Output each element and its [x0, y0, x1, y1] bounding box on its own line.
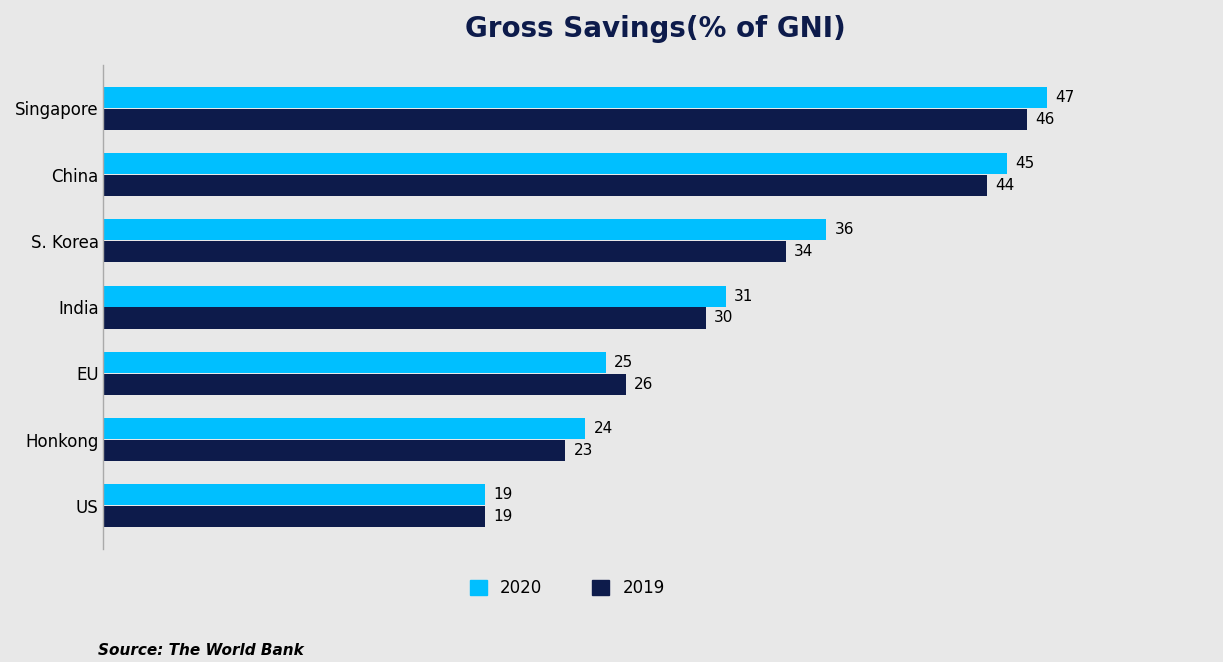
Bar: [104, 175, 987, 196]
Bar: [104, 418, 586, 439]
Text: 36: 36: [834, 222, 854, 238]
Text: 24: 24: [593, 421, 613, 436]
Bar: [104, 153, 1008, 174]
Bar: [104, 485, 486, 506]
Bar: [104, 109, 1027, 130]
Title: Gross Savings(% of GNI): Gross Savings(% of GNI): [466, 15, 846, 43]
Text: 26: 26: [634, 377, 653, 392]
Bar: [104, 219, 827, 240]
Bar: [104, 87, 1047, 108]
Text: 34: 34: [794, 244, 813, 260]
Bar: [104, 307, 706, 328]
Bar: [104, 241, 786, 262]
Text: 19: 19: [493, 487, 512, 502]
Bar: [104, 285, 726, 307]
Bar: [104, 352, 605, 373]
Text: 44: 44: [996, 178, 1014, 193]
Text: Source: The World Bank: Source: The World Bank: [98, 643, 303, 659]
Text: 45: 45: [1015, 156, 1035, 171]
Text: 30: 30: [714, 310, 734, 326]
Text: 19: 19: [493, 509, 512, 524]
Text: 46: 46: [1036, 112, 1054, 126]
Legend: 2020, 2019: 2020, 2019: [464, 573, 671, 604]
Bar: [104, 506, 486, 528]
Bar: [104, 440, 565, 461]
Text: 31: 31: [734, 289, 753, 304]
Text: 47: 47: [1055, 90, 1075, 105]
Text: 23: 23: [574, 443, 593, 458]
Text: 25: 25: [614, 355, 632, 370]
Bar: [104, 373, 626, 395]
